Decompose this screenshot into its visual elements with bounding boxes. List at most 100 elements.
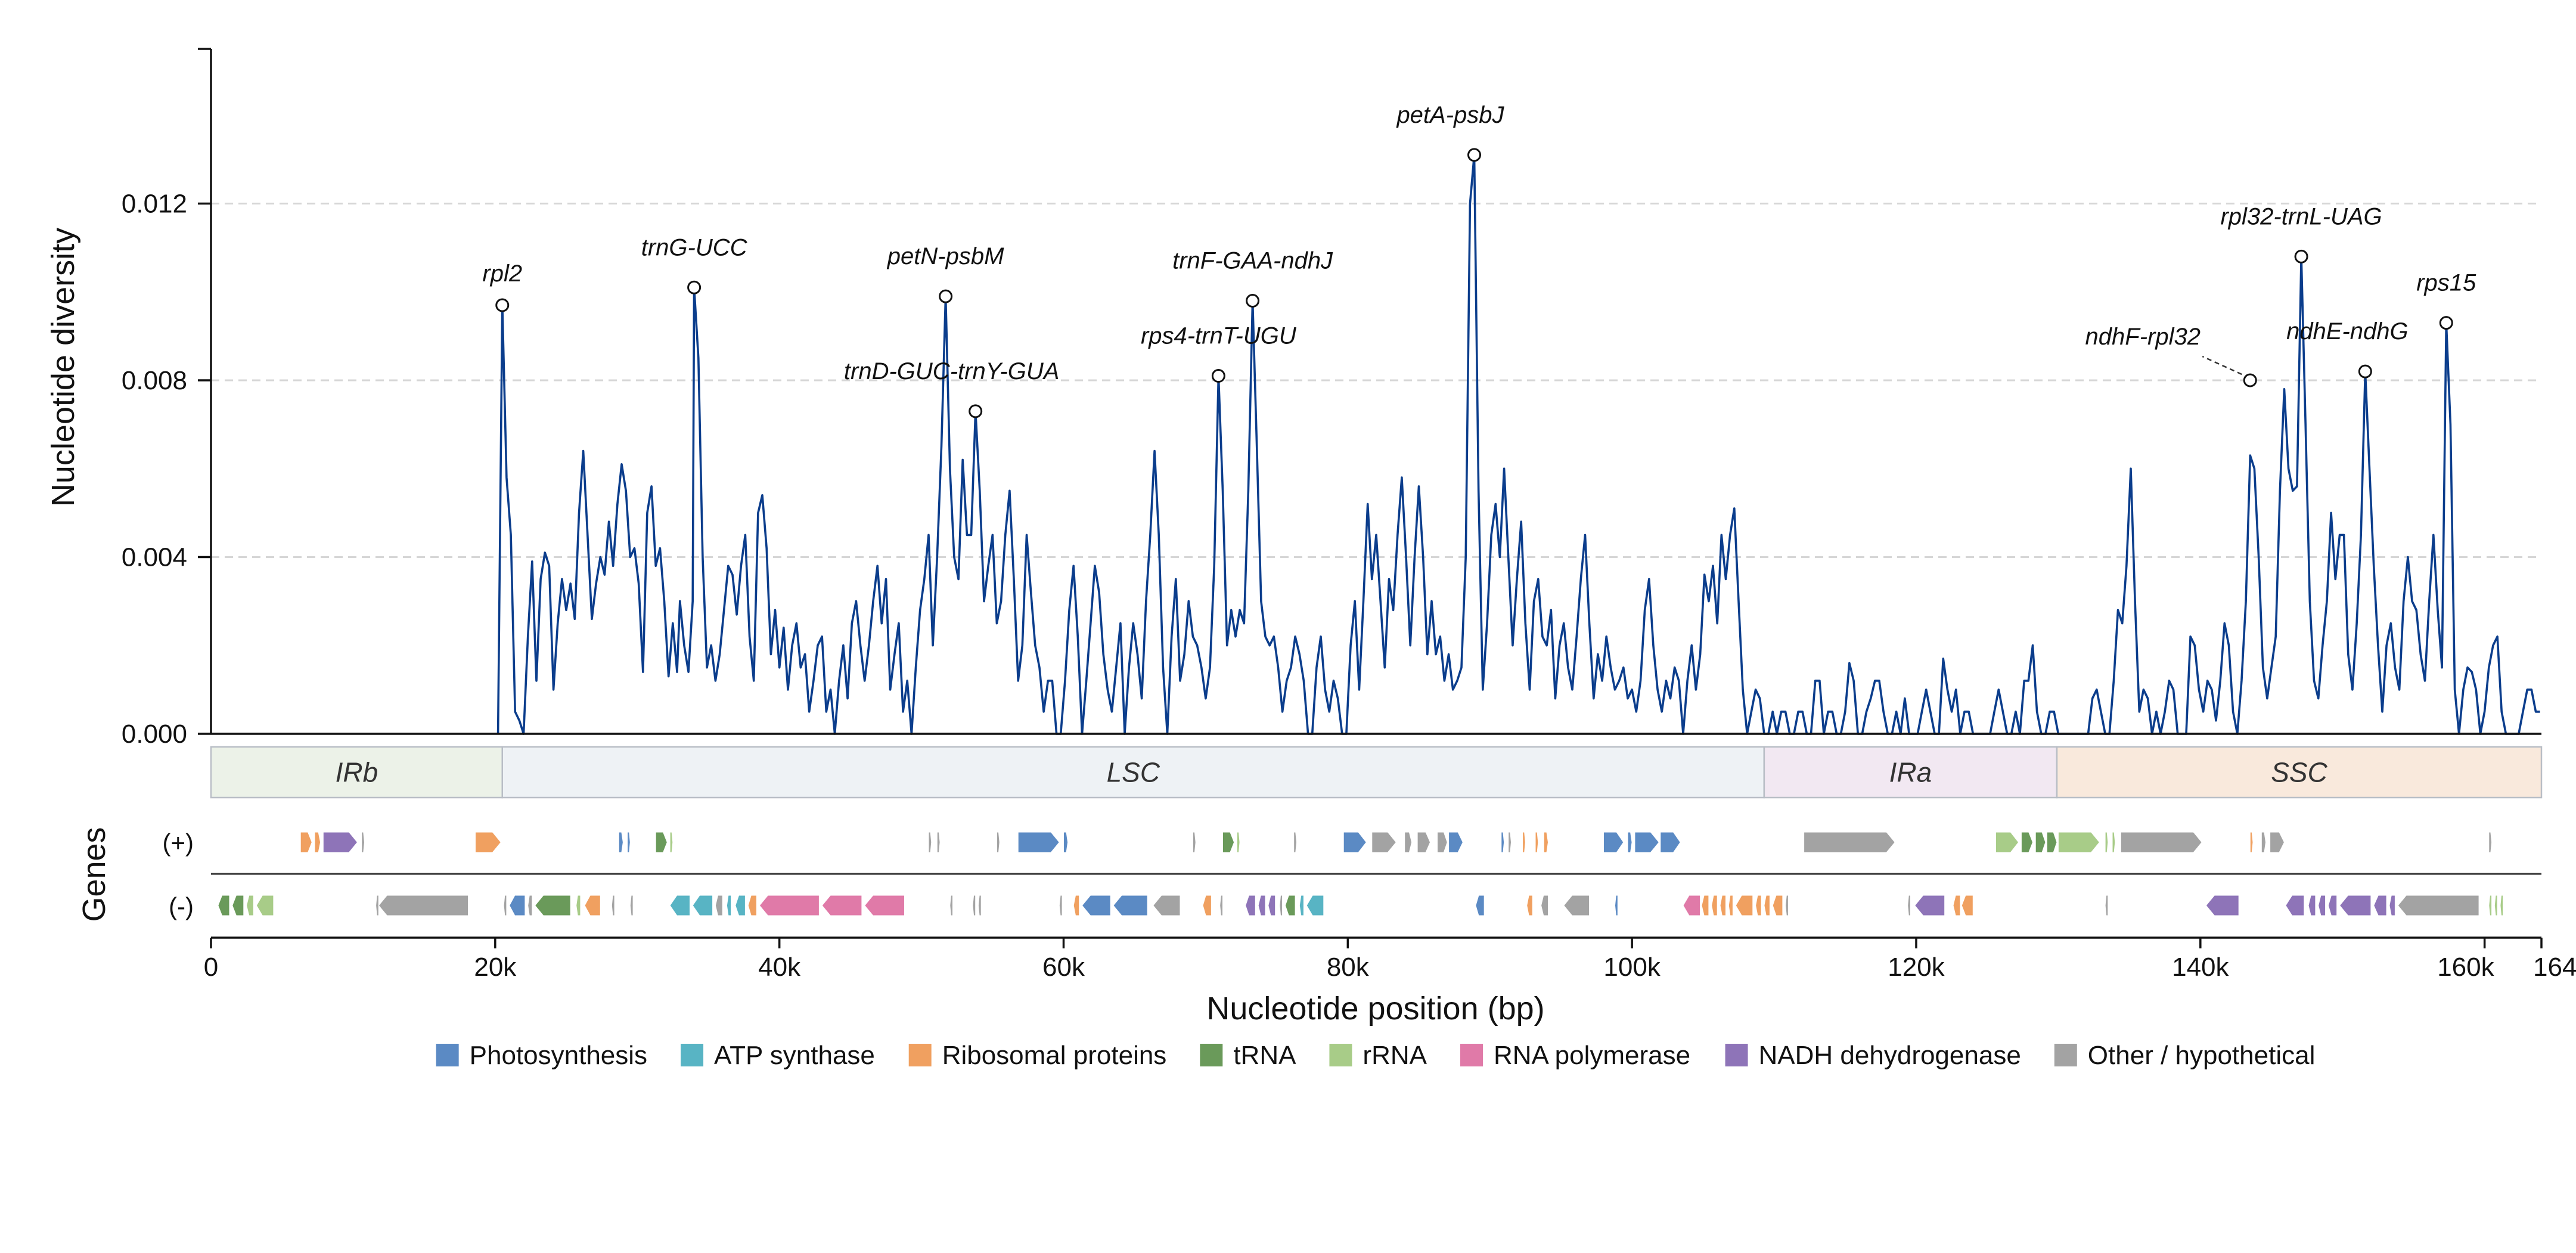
- gene-photo: [1448, 832, 1463, 853]
- y-axis-title: Nucleotide diversity: [45, 228, 81, 507]
- x-tick-label: 164k: [2533, 953, 2576, 982]
- peak-marker: [2243, 373, 2257, 387]
- gene-other: [527, 895, 533, 916]
- region-label: LSC: [1107, 757, 1160, 788]
- peak-label: trnF-GAA-ndhJ: [1172, 248, 1333, 274]
- gene-ribo: [1764, 895, 1770, 916]
- gene-other: [1279, 895, 1283, 916]
- gene-atp: [692, 895, 713, 916]
- x-tick-label: 80k: [1327, 953, 1370, 982]
- gene-photo: [1017, 832, 1060, 853]
- region-SSC: [2056, 746, 2543, 799]
- peak-label: rpl32-trnL-UAG: [2220, 203, 2382, 229]
- peak-label: trnD-GUC-trnY-GUA: [844, 358, 1059, 384]
- legend-label-rnap: RNA polymerase: [1494, 1041, 1690, 1070]
- gene-photo: [1603, 832, 1624, 853]
- peak-marker: [1467, 148, 1482, 162]
- gene-other: [936, 832, 941, 853]
- gene-other: [1059, 895, 1063, 916]
- gene-other: [611, 895, 615, 916]
- gene-other: [996, 832, 1000, 853]
- region-LSC: [501, 746, 1765, 799]
- gene-nadh: [1268, 895, 1276, 916]
- gene-other: [1804, 832, 1895, 853]
- peak-marker: [969, 404, 983, 418]
- gene-ribo: [475, 832, 502, 853]
- legend-swatch-ribo: [908, 1044, 932, 1066]
- gene-trna: [2035, 832, 2046, 853]
- peak-marker: [2439, 316, 2453, 330]
- peak-label: petN-psbM: [887, 243, 1004, 269]
- gene-other: [1293, 832, 1298, 853]
- y-tick-label: 0.004: [122, 542, 187, 572]
- gene-other: [2397, 895, 2479, 916]
- peak-marker: [495, 298, 510, 312]
- gene-ribo: [300, 832, 312, 853]
- gene-other: [1404, 832, 1413, 853]
- gene-nadh: [1914, 895, 1945, 916]
- legend-swatch-photo: [436, 1044, 459, 1066]
- x-tick-label: 160k: [2437, 953, 2494, 982]
- gene-other: [2120, 832, 2202, 853]
- legend-swatch-rnap: [1460, 1044, 1483, 1066]
- peak-marker: [2294, 249, 2308, 263]
- gene-other: [361, 832, 365, 853]
- gene-other: [2488, 832, 2493, 853]
- gene-photo: [1501, 832, 1505, 853]
- legend-swatch-other: [2054, 1044, 2077, 1066]
- gene-nadh: [2285, 895, 2305, 916]
- gene-photo: [509, 895, 526, 916]
- gene-photo: [1627, 832, 1632, 853]
- gene-photo: [618, 832, 623, 853]
- x-axis-title: Nucleotide position (bp): [1206, 991, 1544, 1026]
- gene-ribo: [1735, 895, 1753, 916]
- y-tick-label: 0.012: [122, 189, 187, 218]
- gene-nadh: [2389, 895, 2395, 916]
- region-IRb: [210, 746, 503, 799]
- y-tick-label: 0.008: [122, 366, 187, 395]
- gene-rrna: [1236, 832, 1240, 853]
- gene-rrna: [246, 895, 254, 916]
- peak-annotations: rpl2 trnG-UCC petN-psbM trnD-GUC-trnY-GUA rp…: [482, 102, 2476, 418]
- gene-trna: [1222, 832, 1235, 853]
- peak-label: rps15: [2416, 270, 2476, 296]
- gene-other: [1417, 832, 1431, 853]
- legend: Photosynthesis ATP synthase Ribosomal prot…: [436, 1041, 2315, 1070]
- gene-rrna: [2057, 832, 2100, 853]
- gene-nadh: [2327, 895, 2338, 916]
- legend-swatch-rrna: [1329, 1044, 1352, 1066]
- peak-marker: [2358, 364, 2372, 379]
- gene-photo: [1343, 832, 1367, 853]
- gene-trna: [2021, 832, 2034, 853]
- axes: 0.000 0.004 0.008 0.012 0 20k 40k 60k 80k 100k 120…: [122, 48, 2576, 982]
- gene-other: [1153, 895, 1181, 916]
- gene-other: [949, 895, 953, 916]
- gene-trna: [534, 895, 571, 916]
- gene-other: [972, 895, 976, 916]
- peak-label: ndhE-ndhG: [2286, 318, 2409, 345]
- diversity-series: [496, 154, 2540, 735]
- legend-swatch-trna: [1200, 1044, 1223, 1066]
- region-label: IRa: [1889, 757, 1932, 788]
- gene-ribo: [314, 832, 321, 853]
- x-tick-label: 40k: [758, 953, 801, 982]
- gene-other: [629, 895, 634, 916]
- gene-ribo: [1720, 895, 1726, 916]
- peak-label: ndhF-rpl32: [2085, 324, 2201, 350]
- gene-atp: [669, 895, 690, 916]
- gene-nadh: [2339, 895, 2372, 916]
- peak-label: trnG-UCC: [641, 234, 748, 260]
- legend-label-atp: ATP synthase: [714, 1041, 875, 1070]
- gene-photo: [1634, 832, 1660, 853]
- gene-rnap: [864, 895, 905, 916]
- x-tick-label: 120k: [1888, 953, 1945, 982]
- gene-other: [1907, 895, 1911, 916]
- gene-ribo: [1073, 895, 1080, 916]
- gene-ribo: [747, 895, 757, 916]
- x-tick-label: 60k: [1042, 953, 1085, 982]
- gene-ribo: [1755, 895, 1762, 916]
- region-IRa: [1763, 746, 2058, 799]
- legend-label-photo: Photosynthesis: [470, 1041, 647, 1070]
- gene-rrna: [576, 895, 581, 916]
- gene-ribo: [1961, 895, 1973, 916]
